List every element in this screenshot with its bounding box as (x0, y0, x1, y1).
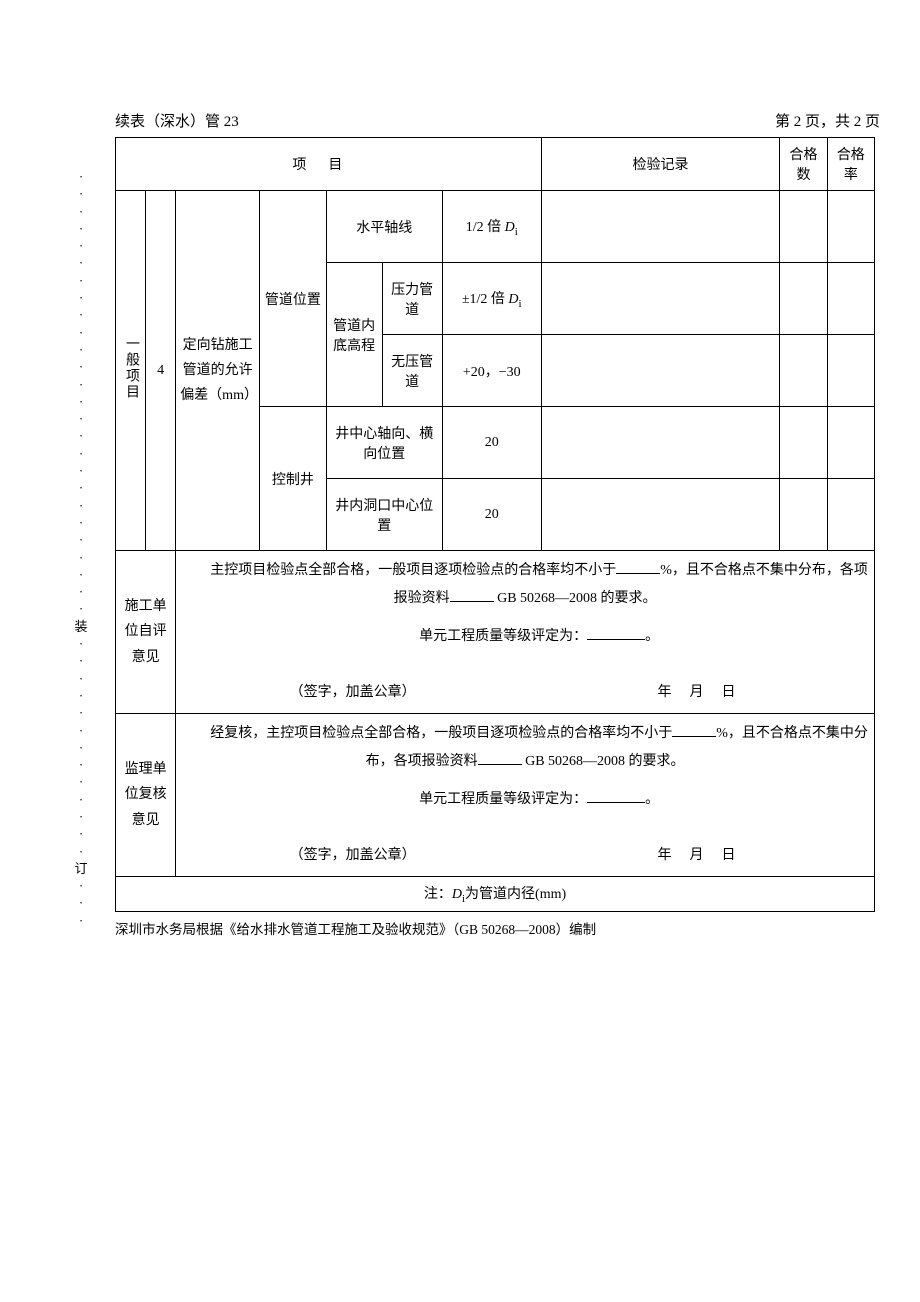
section-label: 一般项目 (116, 191, 146, 551)
col-pass-count: 合格数 (780, 138, 827, 191)
table-row: 一般项目 4 定向钻施工管道的允许偏差（mm） 管道位置 水平轴线 1/2 倍 … (116, 191, 875, 263)
pressure-pipe: 压力管道 (382, 263, 442, 335)
blank-percent[interactable] (616, 560, 660, 574)
pass-rate-cell (827, 479, 874, 551)
record-cell (541, 191, 780, 263)
pass-rate-cell (827, 335, 874, 407)
binding-ding: 订 (72, 862, 90, 876)
well-center: 井中心轴向、横向位置 (326, 407, 442, 479)
pass-count-cell (780, 407, 827, 479)
blank-percent[interactable] (672, 723, 716, 737)
review-opinion-label: 监理单位复核意见 (116, 714, 176, 877)
blank-material[interactable] (450, 588, 494, 602)
note-cell: 注：Di为管道内径(mm) (116, 877, 875, 912)
pass-count-cell (780, 479, 827, 551)
col-record: 检验记录 (541, 138, 780, 191)
signature-label: （签字，加盖公章） (180, 842, 525, 870)
blank-material[interactable] (478, 751, 522, 765)
date-label: 年 月 日 (525, 679, 870, 707)
date-label: 年 月 日 (525, 842, 870, 870)
header-right: 第 2 页，共 2 页 (775, 110, 880, 131)
page-header: 续表（深水）管 23 第 2 页，共 2 页 (115, 110, 880, 131)
blank-grade[interactable] (587, 789, 645, 803)
val-pressure: ±1/2 倍 Di (442, 263, 541, 335)
review-opinion-row: 监理单位复核意见 经复核，主控项目检验点全部合格，一般项目逐项检验点的合格率均不… (116, 714, 875, 877)
val-horizontal: 1/2 倍 Di (442, 191, 541, 263)
pipe-inner-bottom: 管道内底高程 (326, 263, 382, 407)
main-table: 项目 检验记录 合格数 合格率 一般项目 4 定向钻施工管道的允许偏差（mm） … (115, 137, 875, 912)
col-pass-rate: 合格率 (827, 138, 874, 191)
horizontal-axis: 水平轴线 (326, 191, 442, 263)
val-well-center: 20 (442, 407, 541, 479)
pass-rate-cell (827, 191, 874, 263)
control-well: 控制井 (260, 407, 327, 551)
record-cell (541, 335, 780, 407)
blank-grade[interactable] (587, 626, 645, 640)
signature-label: （签字，加盖公章） (180, 679, 525, 707)
non-pressure-pipe: 无压管道 (382, 335, 442, 407)
row-number: 4 (146, 191, 176, 551)
self-opinion-body: 主控项目检验点全部合格，一般项目逐项检验点的合格率均不小于%，且不合格点不集中分… (176, 551, 875, 714)
record-cell (541, 407, 780, 479)
note-row: 注：Di为管道内径(mm) (116, 877, 875, 912)
review-opinion-body: 经复核，主控项目检验点全部合格，一般项目逐项检验点的合格率均不小于%，且不合格点… (176, 714, 875, 877)
self-opinion-label: 施工单位自评意见 (116, 551, 176, 714)
table-header-row: 项目 检验记录 合格数 合格率 (116, 138, 875, 191)
pass-rate-cell (827, 263, 874, 335)
page: ·························· 装 ···········… (0, 0, 920, 978)
pass-count-cell (780, 263, 827, 335)
well-hole-center: 井内洞口中心位置 (326, 479, 442, 551)
val-nonpressure: +20，−30 (442, 335, 541, 407)
val-well-hole: 20 (442, 479, 541, 551)
pass-count-cell (780, 191, 827, 263)
record-cell (541, 479, 780, 551)
binding-margin: ·························· 装 ···········… (72, 170, 90, 931)
col-item: 项目 (116, 138, 542, 191)
self-opinion-row: 施工单位自评意见 主控项目检验点全部合格，一般项目逐项检验点的合格率均不小于%，… (116, 551, 875, 714)
header-left: 续表（深水）管 23 (115, 110, 239, 131)
row-title: 定向钻施工管道的允许偏差（mm） (176, 191, 260, 551)
footer-note: 深圳市水务局根据《给水排水管道工程施工及验收规范》（GB 50268—2008）… (115, 918, 880, 938)
binding-zhuang: 装 (72, 620, 90, 634)
record-cell (541, 263, 780, 335)
pass-count-cell (780, 335, 827, 407)
pipe-position: 管道位置 (260, 191, 327, 407)
pass-rate-cell (827, 407, 874, 479)
